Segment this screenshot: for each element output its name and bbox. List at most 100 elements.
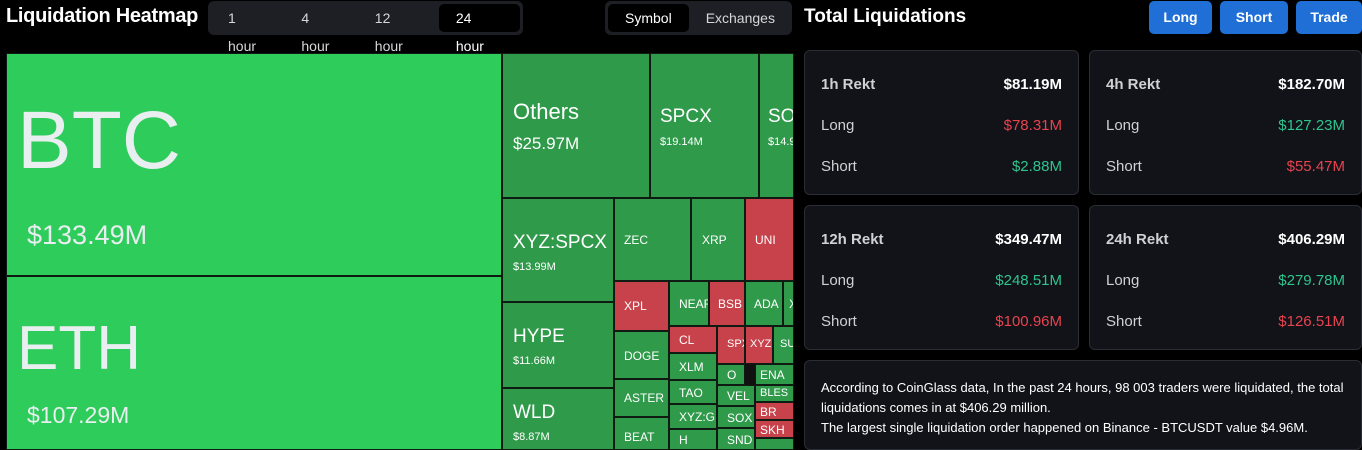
heatmap-tile-doge[interactable]: DOGE xyxy=(614,331,669,379)
tile-name: BLES xyxy=(760,387,789,399)
heatmap-tile-bles[interactable]: BLES xyxy=(755,385,794,402)
heatmap-tile-aster[interactable]: ASTER xyxy=(614,379,669,417)
tile-name: WLD xyxy=(513,402,556,423)
heatmap-tile-x[interactable]: X xyxy=(783,281,794,326)
tile-name: BEAT xyxy=(624,430,655,444)
tile-name: XRP xyxy=(702,233,727,247)
heatmap-tile-xpl[interactable]: XPL xyxy=(614,281,669,331)
tile-name: ZEC xyxy=(624,233,648,247)
tile-name: X xyxy=(789,297,793,311)
tile-name: BSB xyxy=(718,297,743,311)
heatmap-tile-sox[interactable]: SOX xyxy=(717,406,755,428)
tile-value: $25.97M xyxy=(513,134,580,153)
tile-name: SU xyxy=(780,338,794,350)
heatmap-tile-xyz-spcx[interactable]: XYZ:SPCX $13.99M xyxy=(502,198,614,302)
tile-name: O xyxy=(727,368,737,382)
short-value: $126.51M xyxy=(1278,313,1345,330)
heatmap-tile-spcx[interactable]: SPCX $19.14M xyxy=(650,53,759,198)
rekt-card-4h: 4h Rekt $182.70M Long $127.23M Short $55… xyxy=(1089,50,1362,195)
heatmap-tile-o[interactable]: O xyxy=(717,364,745,385)
heatmap-tile-uni[interactable]: UNI xyxy=(745,198,794,281)
heatmap-tile-small[interactable] xyxy=(755,438,794,450)
tile-name: NEAR xyxy=(679,297,708,311)
short-value: $55.47M xyxy=(1286,158,1345,175)
tile-name: SO xyxy=(768,106,794,127)
heatmap-tile-hype[interactable]: HYPE $11.66M xyxy=(502,302,614,388)
tile-name: ETH xyxy=(17,314,141,383)
trade-button[interactable]: Trade xyxy=(1296,1,1362,34)
tile-name: XPL xyxy=(624,299,647,313)
heatmap-tile-ena[interactable]: ENA xyxy=(755,364,794,385)
tile-name: BR xyxy=(760,405,777,419)
tile-name: ASTER xyxy=(624,391,665,405)
liquidation-summary: According to CoinGlass data, In the past… xyxy=(804,360,1362,450)
long-value: $279.78M xyxy=(1278,272,1345,289)
tab-12-hour[interactable]: 12 hour xyxy=(374,10,403,54)
tile-name: Others xyxy=(513,99,580,124)
tile-name: SND xyxy=(727,433,753,447)
tab-1-hour[interactable]: 1 hour xyxy=(228,10,257,54)
tile-value: $133.49M xyxy=(27,220,148,250)
tab-24-hour[interactable]: 24 hour xyxy=(438,4,520,54)
long-label: Long xyxy=(1106,117,1140,134)
tile-name: ADA xyxy=(754,297,779,311)
long-value: $248.51M xyxy=(995,272,1062,289)
tile-name: UNI xyxy=(755,233,776,247)
card-total: $182.70M xyxy=(1278,76,1345,93)
heatmap-tile-xyz[interactable]: XYZ xyxy=(745,326,773,364)
heatmap-tile-cl[interactable]: CL xyxy=(669,326,717,353)
heatmap-tile-bsb[interactable]: BSB xyxy=(709,281,745,326)
card-title: 1h Rekt xyxy=(821,76,876,93)
heatmap-tile-so[interactable]: SO $14.9 xyxy=(759,53,794,198)
short-label: Short xyxy=(1106,158,1142,175)
tile-value: $14.9 xyxy=(768,136,794,148)
heatmap-tile-xyz-g[interactable]: XYZ:G xyxy=(669,404,717,429)
tile-name: ENA xyxy=(760,368,785,382)
rekt-card-24h: 24h Rekt $406.29M Long $279.78M Short $1… xyxy=(1089,205,1362,350)
heatmap-tile-xlm[interactable]: XLM xyxy=(669,353,717,380)
heatmap-tile-wld[interactable]: WLD $8.87M xyxy=(502,388,614,450)
time-range-selector: 1 hour 4 hour 12 hour 24 hour xyxy=(208,1,523,54)
heatmap-tile-spx[interactable]: SPX xyxy=(717,326,745,364)
heatmap-tile-others[interactable]: Others $25.97M xyxy=(502,53,650,198)
tile-value: $19.14M xyxy=(660,136,703,148)
page-title: Liquidation Heatmap xyxy=(6,5,199,27)
tile-name: SPX xyxy=(727,338,744,350)
heatmap-tile-tao[interactable]: TAO xyxy=(669,380,717,404)
long-value: $127.23M xyxy=(1278,117,1345,134)
heatmap-tile-ada[interactable]: ADA xyxy=(745,281,783,326)
long-label: Long xyxy=(1106,272,1140,289)
heatmap-tile-btc[interactable]: BTC $133.49M xyxy=(6,53,502,276)
heatmap-tile-beat[interactable]: BEAT xyxy=(614,417,669,450)
card-total: $81.19M xyxy=(1003,76,1062,93)
heatmap-tile-snd[interactable]: SND xyxy=(717,428,755,450)
heatmap-tile-xrp[interactable]: XRP xyxy=(691,198,745,281)
long-button[interactable]: Long xyxy=(1149,1,1212,34)
heatmap-tile-su[interactable]: SU xyxy=(773,326,794,364)
heatmap-tile-vel[interactable]: VEL xyxy=(717,385,755,406)
group-by-selector: Symbol Exchanges xyxy=(605,1,792,35)
heatmap-tile-h[interactable]: H xyxy=(669,429,717,450)
heatmap-tile-zec[interactable]: ZEC xyxy=(614,198,691,281)
heatmap-tile-eth[interactable]: ETH $107.29M xyxy=(6,276,502,450)
tile-name: VEL xyxy=(727,389,750,403)
liquidation-heatmap: BTC $133.49M ETH $107.29M Others $25.97M… xyxy=(6,53,794,450)
tab-4-hour[interactable]: 4 hour xyxy=(301,10,330,54)
heatmap-tile-br[interactable]: BR xyxy=(755,402,794,420)
short-value: $100.96M xyxy=(995,313,1062,330)
short-button[interactable]: Short xyxy=(1220,1,1288,34)
card-title: 4h Rekt xyxy=(1106,76,1161,93)
card-total: $349.47M xyxy=(995,231,1062,248)
short-value: $2.88M xyxy=(1011,158,1062,175)
heatmap-tile-near[interactable]: NEAR xyxy=(669,281,709,326)
tile-name: HYPE xyxy=(513,326,565,347)
tile-name: SOX xyxy=(727,411,753,425)
tab-symbol[interactable]: Symbol xyxy=(608,4,689,32)
tab-exchanges[interactable]: Exchanges xyxy=(705,10,775,26)
rekt-card-1h: 1h Rekt $81.19M Long $78.31M Short $2.88… xyxy=(804,50,1079,195)
long-value: $78.31M xyxy=(1003,117,1062,134)
card-title: 12h Rekt xyxy=(821,231,884,248)
heatmap-tile-skh[interactable]: SKH xyxy=(755,420,794,438)
tile-name: CL xyxy=(679,333,695,347)
summary-text: According to CoinGlass data, In the past… xyxy=(821,380,1344,415)
